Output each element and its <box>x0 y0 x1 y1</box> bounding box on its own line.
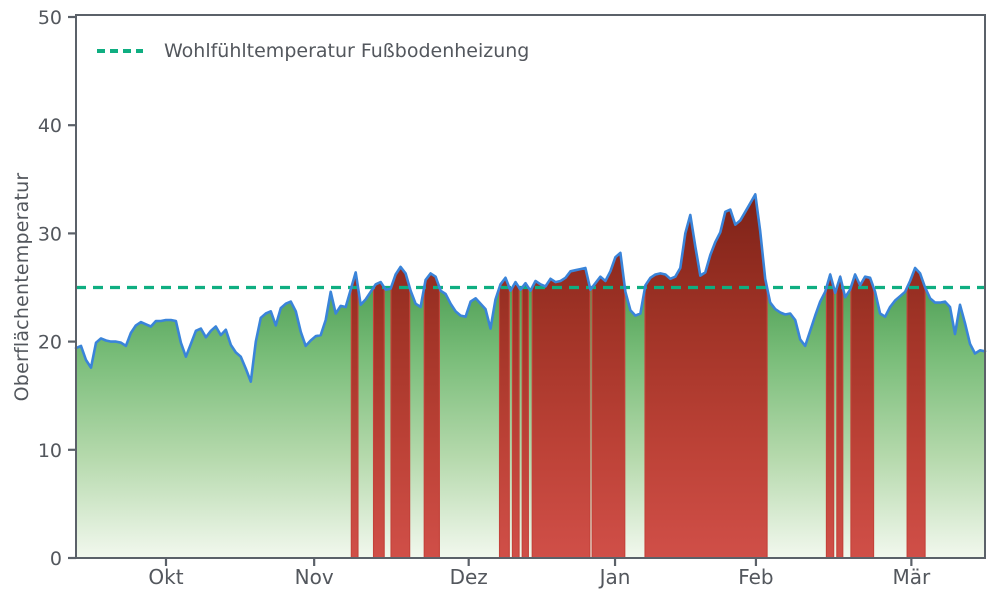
overheat-area-red <box>511 281 520 559</box>
x-tick-label: Nov <box>295 565 334 589</box>
x-tick-label: Mär <box>893 565 932 589</box>
y-tick-label: 30 <box>38 223 62 245</box>
legend: Wohlfühltemperatur Fußbodenheizung <box>97 40 529 62</box>
y-tick-label: 0 <box>50 548 62 570</box>
y-tick-label: 50 <box>38 7 62 29</box>
overheat-area-red <box>836 274 844 559</box>
overheat-area-red <box>825 272 835 559</box>
y-axis-title: Oberflächentemperatur <box>11 172 33 402</box>
x-tick-label: Okt <box>148 565 183 589</box>
overheat-area-red <box>390 265 411 559</box>
y-tick-label: 10 <box>38 440 62 462</box>
x-tick-label: Feb <box>738 565 773 589</box>
threshold-dash-swatch-icon <box>97 49 143 53</box>
overheat-area-red <box>423 272 440 559</box>
overheat-area-red <box>521 282 529 559</box>
x-tick-label: Jan <box>598 565 631 589</box>
overheat-area-red <box>591 251 626 559</box>
temperature-line <box>74 193 987 383</box>
overheat-area-red <box>498 276 510 559</box>
x-tick-label: Dez <box>450 565 488 589</box>
overheat-area-red <box>531 267 591 559</box>
overheat-area-red <box>850 272 875 559</box>
overheat-area-red <box>644 192 768 559</box>
y-tick-label: 20 <box>38 332 62 354</box>
overheat-area-red <box>906 266 926 559</box>
y-tick-label: 40 <box>38 115 62 137</box>
overheat-area-red <box>372 281 385 559</box>
overheat-area-red <box>350 272 359 559</box>
legend-label: Wohlfühltemperatur Fußbodenheizung <box>164 40 530 62</box>
axes-frame <box>75 14 986 559</box>
temperature-area-green <box>76 194 985 558</box>
